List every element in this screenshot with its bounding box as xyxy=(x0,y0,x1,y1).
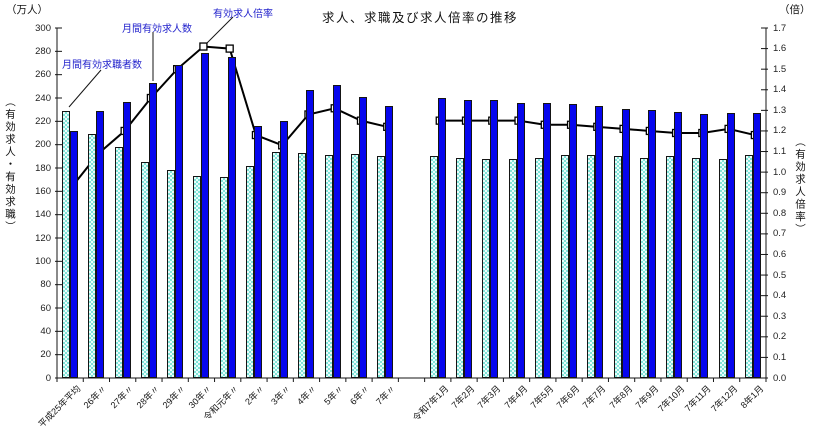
openings-bar xyxy=(542,102,551,378)
left-axis-tick-label: 80 xyxy=(40,279,51,291)
openings-bar xyxy=(726,113,735,378)
left-axis-tick-label: 200 xyxy=(35,139,51,151)
openings-bar xyxy=(752,113,761,378)
openings-bar xyxy=(175,65,184,378)
seekers-bar xyxy=(508,158,517,378)
left-axis-tick-label: 100 xyxy=(35,255,51,267)
left-axis-tick-label: 240 xyxy=(35,92,51,104)
seekers-bar xyxy=(140,162,149,378)
seekers-bar xyxy=(298,152,307,378)
right-axis-tick-label: 0.8 xyxy=(773,207,787,219)
seekers-bar xyxy=(114,147,123,378)
seekers-bar xyxy=(324,155,333,378)
left-axis-tick-label: 120 xyxy=(35,232,51,244)
left-axis-unit: （万人） xyxy=(6,4,48,16)
right-axis-tick-label: 0.6 xyxy=(773,248,787,260)
left-axis-tick-label: 300 xyxy=(35,22,51,34)
right-axis-tick-label: 1.4 xyxy=(773,84,787,96)
openings-bar xyxy=(569,103,578,378)
left-axis-title: （有効求人・有効求職） xyxy=(4,96,16,234)
right-axis-tick-label: 0.1 xyxy=(773,351,787,363)
seekers-bar xyxy=(377,156,386,378)
right-axis-tick-label: 1.0 xyxy=(773,166,787,178)
seekers-label-leader-line xyxy=(68,69,102,108)
legend-ratio-label: 有効求人倍率 xyxy=(213,9,273,20)
seekers-bar xyxy=(587,155,596,378)
right-axis-tick-label: 0.2 xyxy=(773,331,787,343)
left-axis-tick-label: 20 xyxy=(40,349,51,361)
right-axis-tick-label: 1.1 xyxy=(773,146,787,158)
left-axis-tick-label: 140 xyxy=(35,209,51,221)
right-axis-tick-label: 0.9 xyxy=(773,187,787,199)
seekers-bar xyxy=(613,156,622,378)
seekers-bar xyxy=(219,177,228,378)
seekers-bar xyxy=(561,155,570,378)
openings-bar xyxy=(96,110,105,378)
chart-title: 求人、求職及び求人倍率の推移 xyxy=(322,11,519,25)
openings-bar xyxy=(674,112,683,378)
seekers-bar xyxy=(744,155,753,378)
right-axis-tick-label: 0.5 xyxy=(773,269,787,281)
right-axis-tick-label: 1.3 xyxy=(773,104,787,116)
seekers-bar xyxy=(350,154,359,378)
seekers-bar xyxy=(88,134,97,378)
seekers-bar xyxy=(167,170,176,378)
openings-bar xyxy=(122,101,131,378)
legend-seekers-label: 月間有効求職者数 xyxy=(62,60,142,71)
openings-bar xyxy=(306,89,315,378)
left-axis-tick-label: 260 xyxy=(35,69,51,81)
openings-bar xyxy=(385,106,394,378)
openings-bar xyxy=(280,121,289,378)
seekers-bar xyxy=(692,157,701,378)
ratio-label-leader-line xyxy=(206,16,234,44)
seekers-bar xyxy=(272,151,281,378)
right-axis-tick-label: 0.0 xyxy=(773,372,787,384)
openings-bar xyxy=(647,109,656,378)
openings-bar xyxy=(437,98,446,378)
left-axis-tick-label: 160 xyxy=(35,185,51,197)
openings-bar xyxy=(464,100,473,378)
right-axis-tick-label: 0.4 xyxy=(773,290,787,302)
openings-bar xyxy=(358,96,367,378)
seekers-bar xyxy=(666,156,675,378)
seekers-bar xyxy=(193,176,202,378)
legend-openings-label: 月間有効求人数 xyxy=(122,24,192,35)
ratio-marker xyxy=(199,42,208,51)
ratio-marker xyxy=(225,44,234,53)
left-axis-tick-label: 40 xyxy=(40,325,51,337)
openings-bar xyxy=(201,52,210,378)
openings-bar xyxy=(595,106,604,378)
right-axis-tick-label: 1.7 xyxy=(773,22,787,34)
left-axis-tick-label: 180 xyxy=(35,162,51,174)
openings-bar xyxy=(70,130,79,378)
right-axis-tick-label: 1.6 xyxy=(773,43,787,55)
openings-bar xyxy=(332,85,341,378)
left-axis-tick-label: 0 xyxy=(45,372,51,384)
left-axis-tick-label: 220 xyxy=(35,115,51,127)
right-axis-unit: （倍） xyxy=(779,4,811,16)
right-axis-tick-label: 1.2 xyxy=(773,125,787,137)
seekers-bar xyxy=(62,110,71,378)
openings-bar xyxy=(227,57,236,378)
right-axis-title: （有効求人倍率） xyxy=(794,136,806,236)
openings-bar xyxy=(490,100,499,378)
seekers-bar xyxy=(718,158,727,378)
openings-bar xyxy=(516,102,525,378)
right-axis-tick-label: 0.7 xyxy=(773,228,787,240)
openings-bar xyxy=(700,114,709,378)
right-axis-tick-label: 1.5 xyxy=(773,63,787,75)
seekers-bar xyxy=(534,157,543,378)
right-axis-tick-label: 0.3 xyxy=(773,310,787,322)
seekers-bar xyxy=(639,157,648,378)
seekers-bar xyxy=(482,158,491,378)
openings-bar xyxy=(253,126,262,378)
openings-bar xyxy=(621,108,630,378)
seekers-bar xyxy=(429,156,438,378)
left-axis-tick-label: 60 xyxy=(40,302,51,314)
seekers-bar xyxy=(456,157,465,378)
openings-bar xyxy=(148,82,157,378)
seekers-bar xyxy=(245,165,254,378)
left-axis-tick-label: 280 xyxy=(35,45,51,57)
